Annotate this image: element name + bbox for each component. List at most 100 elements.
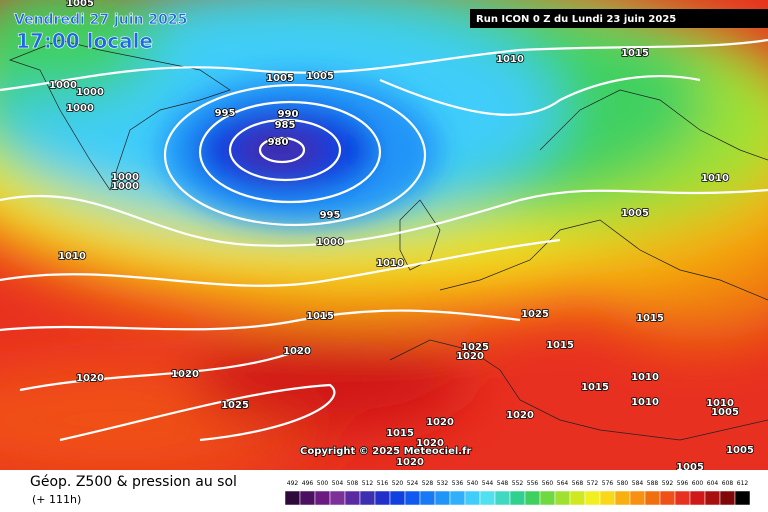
colorbar-swatch (344, 490, 361, 506)
date: Vendredi 27 juin 2025 (14, 12, 187, 28)
colorbar-label: 572 (587, 480, 599, 487)
colorbar-label: 580 (617, 480, 629, 487)
colorbar-swatch (479, 490, 496, 506)
pressure-label: 1025 (221, 400, 249, 411)
pressure-label: 1010 (701, 173, 729, 184)
pressure-label: 1025 (521, 309, 549, 320)
pressure-label: 1000 (316, 237, 344, 248)
pressure-label: 1015 (581, 382, 609, 393)
pressure-label: 990 (278, 109, 299, 120)
time: 17:00 locale (16, 29, 153, 53)
colorbar-swatch (494, 490, 511, 506)
colorbar-label: 512 (362, 480, 374, 487)
pressure-label: 1000 (111, 181, 139, 192)
colorbar-swatch (599, 490, 616, 506)
pressure-label: 985 (275, 120, 296, 131)
pressure-label: 1005 (621, 208, 649, 219)
colorbar-label: 604 (707, 480, 719, 487)
colorbar-label: 552 (512, 480, 524, 487)
colorbar-label: 548 (497, 480, 509, 487)
colorbar-label: 612 (737, 480, 749, 487)
coastlines (8, 39, 768, 441)
colorbar-label: 508 (347, 480, 359, 487)
colorbar-swatch (509, 490, 526, 506)
colorbar-swatch (674, 490, 691, 506)
pressure-label: 1010 (58, 251, 86, 262)
pressure-label: 1020 (283, 346, 311, 357)
colorbar-swatch (464, 490, 481, 506)
colorbar-swatch (554, 490, 571, 506)
colorbar: 492 496 500 504 508 512 516 520 524 528 532 536 540 5… (284, 480, 751, 506)
colorbar-swatch (569, 490, 586, 506)
colorbar-swatch (719, 490, 736, 506)
pressure-label: 1005 (266, 73, 294, 84)
colorbar-swatch (689, 490, 706, 506)
colorbar-swatch (359, 490, 376, 506)
colorbar-swatch (374, 490, 391, 506)
colorbar-label: 544 (482, 480, 494, 487)
pressure-label: 1005 (711, 407, 739, 418)
colorbar-swatch (329, 490, 346, 506)
pressure-label: 1020 (456, 351, 484, 362)
colorbar-swatch (704, 490, 721, 506)
pressure-label: 1015 (546, 340, 574, 351)
footer-title: Géop. Z500 & pression au sol (30, 474, 237, 490)
colorbar-swatch (734, 490, 751, 506)
pressure-label: 1015 (306, 311, 334, 322)
colorbar-label: 516 (377, 480, 389, 487)
isobars (0, 38, 768, 442)
pressure-label: 1015 (636, 313, 664, 324)
footer: Géop. Z500 & pression au sol (+ 111h) 49… (0, 470, 768, 512)
colorbar-label: 592 (662, 480, 674, 487)
colorbar-label: 600 (692, 480, 704, 487)
colorbar-label: 568 (572, 480, 584, 487)
colorbar-label: 560 (542, 480, 554, 487)
pressure-label: 1020 (396, 457, 424, 468)
colorbar-swatch (419, 490, 436, 506)
pressure-label: 1000 (111, 172, 139, 183)
pressure-label: 1005 (66, 0, 94, 9)
pressure-label: 1020 (171, 369, 199, 380)
colorbar-swatch (404, 490, 421, 506)
colorbar-label: 500 (317, 480, 329, 487)
footer-lead: (+ 111h) (32, 493, 81, 506)
colorbar-label: 532 (437, 480, 449, 487)
colorbar-swatch (659, 490, 676, 506)
pressure-label: 995 (320, 210, 341, 221)
colorbar-swatch (299, 490, 316, 506)
copyright: Copyright © 2025 Meteociel.fr (300, 446, 471, 457)
colorbar-label: 576 (602, 480, 614, 487)
pressure-label: 1005 (306, 71, 334, 82)
run: Run ICON 0 Z du Lundi 23 juin 2025 (476, 14, 676, 25)
colorbar-swatch (449, 490, 466, 506)
pressure-label: 1020 (416, 438, 444, 449)
pressure-label: 1010 (706, 398, 734, 409)
colorbar-label: 528 (422, 480, 434, 487)
colorbar-swatch (389, 490, 406, 506)
pressure-label: 1025 (461, 342, 489, 353)
run-box (470, 9, 768, 28)
colorbar-swatch (434, 490, 451, 506)
colorbar-label: 492 (287, 480, 299, 487)
colorbar-label: 540 (467, 480, 479, 487)
pressure-label: 1020 (426, 417, 454, 428)
colorbar-swatch (584, 490, 601, 506)
pressure-label: 1000 (76, 87, 104, 98)
colorbar-swatch (524, 490, 541, 506)
pressure-label: 1000 (66, 103, 94, 114)
colorbar-swatch (629, 490, 646, 506)
colorbar-label: 536 (452, 480, 464, 487)
pressure-label: 1010 (376, 258, 404, 269)
colorbar-swatch (284, 490, 301, 506)
colorbar-label: 556 (527, 480, 539, 487)
pressure-label: 1015 (386, 428, 414, 439)
pressure-label: 1000 (49, 80, 77, 91)
colorbar-label: 496 (302, 480, 314, 487)
colorbar-label: 584 (632, 480, 644, 487)
colorbar-label: 564 (557, 480, 569, 487)
header: Vendredi 27 juin 2025 17:00 locale Run I… (14, 9, 768, 458)
pressure-label: 980 (268, 137, 289, 148)
colorbar-label: 608 (722, 480, 734, 487)
